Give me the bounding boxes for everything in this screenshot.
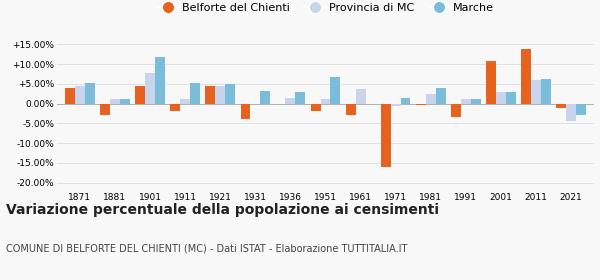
Bar [260,91,270,104]
Bar [100,104,110,115]
Bar [215,86,225,104]
Bar [521,49,531,104]
Bar [190,83,200,104]
Bar [566,104,576,121]
Bar [461,99,471,104]
Bar [531,80,541,104]
Bar [496,92,506,104]
Bar [135,86,145,104]
Bar [426,94,436,104]
Bar [65,88,75,104]
Bar [205,86,215,104]
Bar [85,83,95,104]
Bar [471,99,481,104]
Bar [356,88,365,104]
Bar [225,84,235,104]
Bar [506,92,516,104]
Bar [75,86,85,104]
Legend: Belforte del Chienti, Provincia di MC, Marche: Belforte del Chienti, Provincia di MC, M… [152,0,499,18]
Bar [170,104,180,111]
Bar [180,99,190,104]
Bar [155,57,165,104]
Bar [401,98,410,104]
Bar [346,104,356,115]
Bar [311,104,320,111]
Bar [541,80,551,104]
Bar [416,104,426,105]
Bar [241,104,250,118]
Bar [391,104,401,106]
Text: Variazione percentuale della popolazione ai censimenti: Variazione percentuale della popolazione… [6,203,439,217]
Bar [286,98,295,104]
Bar [451,104,461,117]
Bar [145,73,155,104]
Bar [556,104,566,108]
Bar [381,104,391,167]
Bar [295,92,305,104]
Bar [576,104,586,115]
Bar [110,99,120,104]
Text: COMUNE DI BELFORTE DEL CHIENTI (MC) - Dati ISTAT - Elaborazione TUTTITALIA.IT: COMUNE DI BELFORTE DEL CHIENTI (MC) - Da… [6,244,407,254]
Bar [120,99,130,104]
Bar [436,88,446,104]
Bar [320,99,331,104]
Bar [486,61,496,104]
Bar [331,77,340,104]
